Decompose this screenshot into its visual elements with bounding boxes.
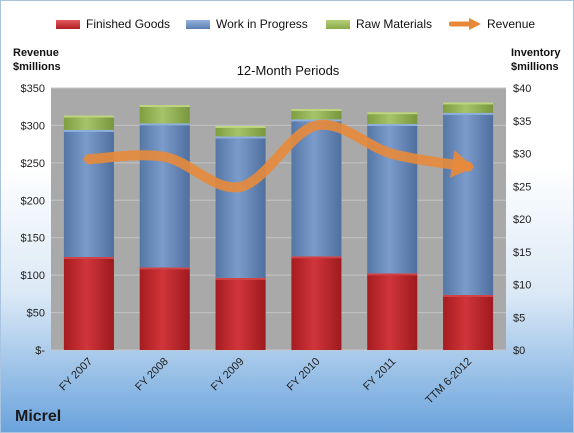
- legend-arrow-revenue: [449, 18, 481, 30]
- x-tick-label: FY 2010: [285, 356, 323, 394]
- legend-label: Work in Progress: [216, 17, 308, 31]
- bar-top-finished-goods: [215, 277, 266, 280]
- left-axis-title-line1: Revenue: [13, 47, 59, 59]
- left-tick-label: $100: [21, 270, 45, 282]
- right-tick-label: $15: [513, 247, 531, 259]
- legend-label: Revenue: [487, 17, 536, 31]
- bar-top-finished-goods: [139, 267, 190, 270]
- left-axis-title-line2: $millions: [13, 61, 61, 73]
- bar-top-work-in-progress: [139, 123, 190, 126]
- plot-title: 12-Month Periods: [236, 63, 340, 78]
- bar-top-raw-materials: [443, 102, 494, 105]
- legend-swatch-work-in-progress: [186, 19, 210, 29]
- bar-raw-materials: [443, 102, 494, 113]
- plot-area: [51, 88, 506, 350]
- legend-swatch-finished-goods: [56, 19, 80, 29]
- right-axis-title: Inventory $millions: [511, 46, 561, 74]
- legend-raw-materials: Raw Materials: [326, 15, 432, 33]
- bar-top-work-in-progress: [215, 136, 266, 139]
- bar-raw-materials: [367, 112, 418, 125]
- left-tick-label: $350: [21, 83, 45, 95]
- right-tick-label: $25: [513, 181, 531, 193]
- right-tick-label: $10: [513, 280, 531, 292]
- bar-work-in-progress: [63, 129, 114, 257]
- right-axis-title-line1: Inventory: [511, 47, 561, 59]
- right-tick-label: $5: [513, 312, 525, 324]
- bar-finished-goods: [367, 273, 418, 350]
- legend-swatch-raw-materials: [326, 19, 350, 29]
- bar-work-in-progress: [443, 112, 494, 295]
- x-tick-label: FY 2009: [209, 356, 247, 394]
- left-tick-label: $200: [21, 195, 45, 207]
- left-tick-label: $250: [21, 158, 45, 170]
- left-axis-title: Revenue $millions: [13, 46, 61, 74]
- left-tick-label: $-: [35, 345, 45, 357]
- right-tick-label: $0: [513, 345, 525, 357]
- bar-finished-goods: [63, 256, 114, 350]
- bar-top-work-in-progress: [443, 112, 494, 115]
- bar-top-work-in-progress: [367, 124, 418, 127]
- bar-top-raw-materials: [291, 108, 342, 111]
- bar-finished-goods: [443, 294, 494, 350]
- x-tick-label: FY 2007: [57, 356, 95, 394]
- bar-work-in-progress: [215, 136, 266, 278]
- legend-label: Raw Materials: [356, 17, 433, 31]
- bar-raw-materials: [291, 108, 342, 120]
- bar-finished-goods: [215, 277, 266, 350]
- bar-top-raw-materials: [367, 112, 418, 115]
- x-tick-label: FY 2008: [133, 356, 171, 394]
- left-tick-label: $50: [27, 308, 45, 320]
- bar-raw-materials: [139, 105, 190, 124]
- company-name: Micrel: [15, 408, 62, 425]
- left-tick-label: $300: [21, 120, 45, 132]
- bar-top-raw-materials: [215, 125, 266, 128]
- revenue-arrowhead: [449, 150, 475, 178]
- bar-raw-materials: [215, 125, 266, 137]
- bar-raw-materials: [63, 115, 114, 130]
- right-tick-label: $35: [513, 116, 531, 128]
- bar-work-in-progress: [139, 123, 190, 268]
- legend-revenue: Revenue: [449, 15, 535, 33]
- bar-top-raw-materials: [63, 115, 114, 118]
- right-tick-label: $40: [513, 83, 531, 95]
- bar-work-in-progress: [291, 119, 342, 257]
- legend-label: Finished Goods: [86, 17, 171, 31]
- bar-top-finished-goods: [443, 294, 494, 297]
- bar-top-finished-goods: [367, 273, 418, 276]
- bar-finished-goods: [139, 267, 190, 350]
- bar-top-finished-goods: [63, 256, 114, 259]
- bar-finished-goods: [291, 256, 342, 350]
- right-tick-label: $20: [513, 214, 531, 226]
- revenue-line: [83, 119, 474, 193]
- bar-top-work-in-progress: [63, 129, 114, 132]
- x-tick-label: FY 2011: [361, 356, 398, 393]
- left-tick-label: $150: [21, 233, 45, 245]
- right-tick-label: $30: [513, 149, 531, 161]
- legend-finished-goods: Finished Goods: [56, 15, 170, 33]
- x-tick-label: TTM 6-2012: [423, 356, 474, 407]
- bar-top-raw-materials: [139, 105, 190, 108]
- legend-work-in-progress: Work in Progress: [186, 15, 308, 33]
- right-axis-title-line2: $millions: [511, 61, 559, 73]
- bar-top-finished-goods: [291, 256, 342, 259]
